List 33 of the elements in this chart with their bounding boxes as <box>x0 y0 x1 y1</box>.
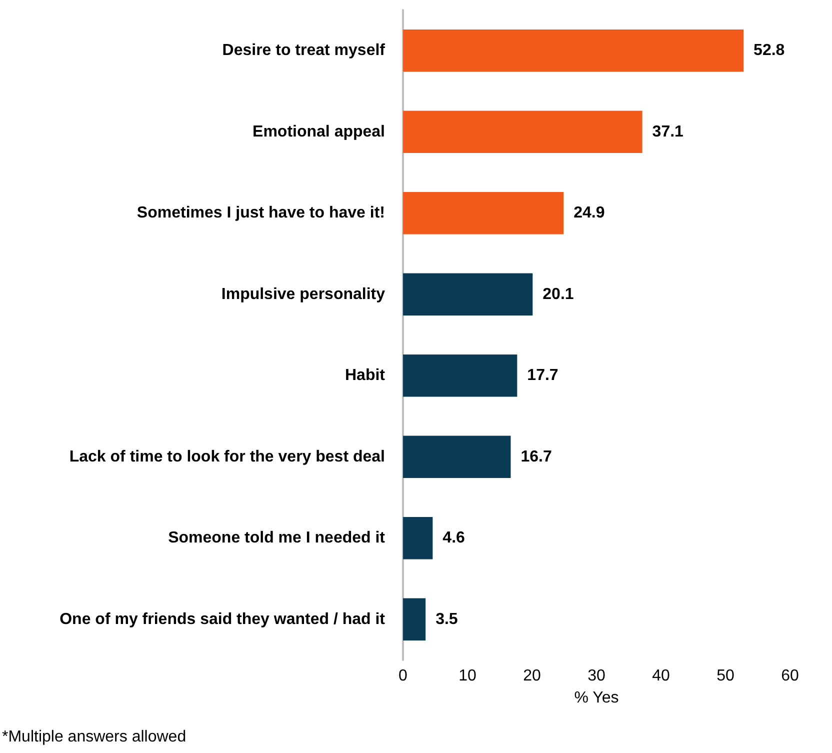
y-tick-label: Lack of time to look for the very best deal <box>69 448 385 466</box>
data-label: 20.1 <box>542 286 574 303</box>
bar <box>403 110 642 153</box>
data-label: 37.1 <box>652 123 684 140</box>
bar <box>403 30 744 72</box>
x-tick-label: 40 <box>652 668 670 684</box>
data-label: 17.7 <box>527 367 558 384</box>
x-tick-label: 10 <box>458 668 476 684</box>
y-tick-label: Someone told me I needed it <box>168 530 386 547</box>
x-tick-label: 20 <box>523 668 541 684</box>
x-tick-label: 50 <box>716 668 734 684</box>
y-tick-label: Emotional appeal <box>252 123 385 140</box>
bar <box>403 517 433 560</box>
y-tick-label: Impulsive personality <box>221 286 386 303</box>
bar <box>403 354 518 397</box>
bar <box>403 192 564 234</box>
data-label: 52.8 <box>754 42 785 60</box>
y-tick-label: Sometimes I just have to have it! <box>136 204 385 222</box>
y-tick-label: Desire to treat myself <box>222 42 386 60</box>
y-tick-label: Habit <box>345 367 386 384</box>
data-label: 4.6 <box>442 530 466 547</box>
bar <box>403 436 511 478</box>
data-label: 3.5 <box>436 610 458 628</box>
bar <box>403 598 426 640</box>
bar <box>403 273 533 316</box>
y-tick-label: One of my friends said they wanted / had it <box>60 610 386 628</box>
x-axis-title: % Yes <box>574 690 619 706</box>
x-tick-label: 0 <box>398 668 408 684</box>
x-tick-label: 30 <box>588 668 606 684</box>
x-tick-label: 60 <box>781 668 799 684</box>
text: *Multiple answers allowed <box>2 728 186 746</box>
data-label: 24.9 <box>574 204 605 222</box>
data-label: 16.7 <box>520 448 552 466</box>
